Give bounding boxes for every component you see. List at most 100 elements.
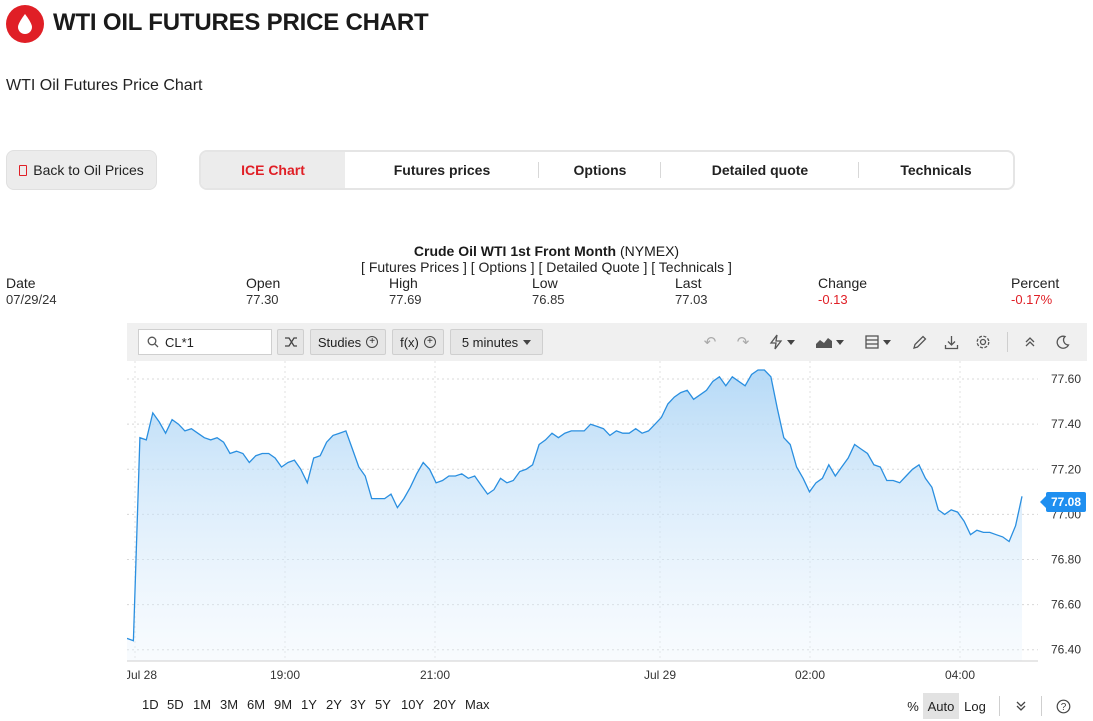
shuffle-icon	[284, 337, 297, 347]
range-3m-button[interactable]: 3M	[220, 697, 239, 712]
open-label: Open	[246, 275, 281, 291]
tab-futures-prices[interactable]: Futures prices	[345, 152, 539, 188]
studies-label: Studies	[317, 334, 362, 350]
tab-options[interactable]: Options	[539, 152, 661, 188]
toolbar-divider	[1007, 332, 1008, 352]
tab-label: ICE Chart	[241, 162, 305, 178]
fx-label: f(x)	[400, 334, 419, 350]
page-title: WTI OIL FUTURES PRICE CHART	[53, 9, 429, 36]
change-label: Change	[818, 275, 868, 291]
lightning-icon[interactable]	[765, 333, 799, 351]
gear-glyph	[976, 335, 990, 349]
range-1d-button[interactable]: 1D	[142, 697, 159, 712]
chevron-down-icon	[883, 339, 891, 345]
low-label: Low	[532, 275, 558, 291]
range-3y-button[interactable]: 3Y	[350, 697, 366, 712]
scale-log-button[interactable]: Log	[964, 698, 986, 714]
range-1m-button[interactable]: 1M	[193, 697, 212, 712]
plus-circle-icon: +	[366, 336, 379, 348]
last-label: Last	[675, 275, 702, 291]
collapse-icon[interactable]	[1020, 333, 1040, 351]
chevron-down-icon	[787, 339, 795, 345]
quote-title: Crude Oil WTI 1st Front Month (NYMEX)	[0, 243, 1093, 259]
tab-detailed-quote[interactable]: Detailed quote	[661, 152, 859, 188]
interval-label: 5 minutes	[461, 334, 519, 350]
y-tick-label: 77.40	[1051, 417, 1081, 431]
y-tick-label: 77.20	[1051, 462, 1081, 476]
y-tick-label: 76.80	[1051, 552, 1081, 566]
x-tick-label: 04:00	[945, 668, 975, 682]
interval-dropdown[interactable]: 5 minutes	[450, 329, 543, 355]
back-icon	[19, 164, 28, 176]
chevron-down-icon	[523, 339, 532, 345]
tab-label: Futures prices	[393, 162, 491, 178]
range-2y-button[interactable]: 2Y	[326, 697, 342, 712]
range-10y-button[interactable]: 10Y	[401, 697, 425, 712]
x-tick-label: 02:00	[795, 668, 825, 682]
back-button-label: Back to Oil Prices	[33, 162, 144, 178]
question-circle-glyph: ?	[1056, 699, 1070, 713]
price-area	[127, 370, 1022, 661]
redo-icon[interactable]: ↷	[736, 334, 750, 351]
back-to-oil-prices-button[interactable]: Back to Oil Prices	[6, 150, 157, 190]
range-9m-button[interactable]: 9M	[274, 697, 293, 712]
double-chevron-up-glyph	[1025, 337, 1035, 347]
moon-glyph	[1056, 335, 1070, 349]
oil-drop-glyph	[18, 14, 32, 34]
oil-drop-icon	[6, 5, 44, 43]
fx-button[interactable]: f(x) +	[392, 329, 444, 355]
change-value: -0.13	[818, 292, 848, 307]
range-20y-button[interactable]: 20Y	[433, 697, 457, 712]
help-icon[interactable]: ?	[1053, 693, 1073, 719]
range-1y-button[interactable]: 1Y	[301, 697, 317, 712]
expand-icon[interactable]	[1011, 693, 1031, 719]
scale-auto-button[interactable]: Auto	[923, 693, 959, 719]
x-tick-label: 21:00	[420, 668, 450, 682]
y-tick-label: 77.60	[1051, 372, 1081, 386]
gear-icon[interactable]	[973, 333, 993, 351]
tab-ice-chart[interactable]: ICE Chart	[201, 152, 345, 188]
shuffle-button[interactable]	[277, 329, 304, 355]
lightning-glyph	[769, 334, 783, 350]
plus-circle-icon: +	[423, 336, 436, 348]
symbol-search-input[interactable]: CL*1	[138, 329, 272, 355]
range-5d-button[interactable]: 5D	[167, 697, 184, 712]
scale-percent-button[interactable]: %	[907, 698, 919, 714]
range-max-button[interactable]: Max	[465, 697, 490, 712]
tab-bar: ICE Chart Futures prices Options Detaile…	[199, 150, 1015, 190]
layout-glyph	[865, 335, 879, 349]
price-line	[127, 369, 1023, 642]
quote-links[interactable]: [ Futures Prices ] [ Options ] [ Detaile…	[361, 259, 732, 275]
quote-exchange: (NYMEX)	[619, 243, 680, 259]
percent-value: -0.17%	[1011, 292, 1053, 307]
chart-type-icon[interactable]	[813, 333, 847, 351]
range-divider	[999, 696, 1000, 716]
last-price-badge: 77.08	[1040, 492, 1086, 512]
percent-label: Percent	[1011, 275, 1060, 291]
pencil-glyph	[912, 335, 926, 349]
layout-icon[interactable]	[862, 333, 894, 351]
range-5y-button[interactable]: 5Y	[375, 697, 391, 712]
high-label: High	[389, 275, 418, 291]
search-icon	[147, 336, 159, 348]
svg-text:?: ?	[1060, 702, 1066, 713]
x-tick-label: Jul 29	[644, 668, 676, 682]
page-subtitle: WTI Oil Futures Price Chart	[6, 77, 203, 94]
tab-label: Technicals	[900, 162, 972, 178]
tab-technicals[interactable]: Technicals	[859, 152, 1013, 188]
range-6m-button[interactable]: 6M	[247, 697, 266, 712]
double-chevron-down-glyph	[1016, 701, 1026, 711]
tab-label: Detailed quote	[711, 162, 809, 178]
moon-icon[interactable]	[1053, 333, 1073, 351]
low-value: 76.85	[532, 292, 565, 307]
undo-icon[interactable]: ↶	[703, 334, 717, 351]
high-value: 77.69	[389, 292, 422, 307]
pencil-icon[interactable]	[909, 333, 929, 351]
download-icon[interactable]	[941, 333, 961, 351]
studies-button[interactable]: Studies +	[310, 329, 386, 355]
date-value: 07/29/24	[6, 292, 57, 307]
range-divider	[1041, 696, 1042, 716]
open-value: 77.30	[246, 292, 279, 307]
x-tick-label: Jul 28	[127, 668, 157, 682]
